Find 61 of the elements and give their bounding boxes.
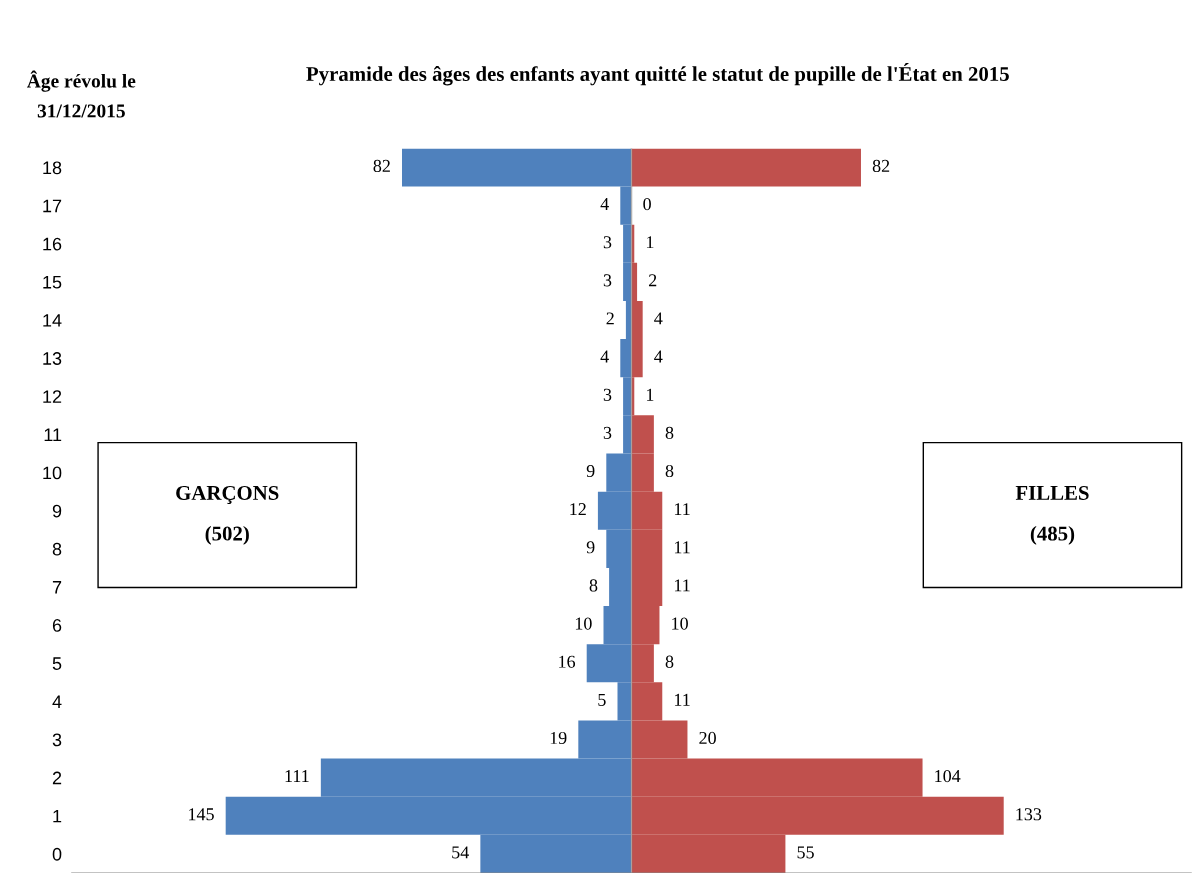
data-label: 1 xyxy=(646,388,654,401)
data-label: 16 xyxy=(559,655,576,668)
y-tick-label: 14 xyxy=(43,314,62,327)
data-label: 11 xyxy=(674,503,690,516)
data-label: 11 xyxy=(674,693,690,706)
y-tick-label: 7 xyxy=(52,581,62,594)
y-tick-label: 11 xyxy=(44,428,62,441)
y-tick-label: 10 xyxy=(43,466,62,480)
data-label: 11 xyxy=(674,579,690,592)
y-tick-label: 12 xyxy=(43,390,62,403)
y-tick-label: 0 xyxy=(52,847,62,861)
data-label: 8 xyxy=(589,579,598,592)
data-label: 3 xyxy=(603,236,612,249)
y-tick-label: 2 xyxy=(52,771,62,785)
annotation: GARÇONS (502) xyxy=(176,485,279,545)
data-label: 0 xyxy=(643,197,651,211)
data-label: 54 xyxy=(452,846,469,859)
data-label: 2 xyxy=(606,312,614,325)
chart-title: Pyramide des âges des enfants ayant quitté le statut de pupille de l'État en 2015 xyxy=(306,63,1009,86)
data-label: 133 xyxy=(1016,808,1042,821)
y-axis-title: Âge révolu le 31/12/2015 xyxy=(26,70,136,118)
text: FILLES (485) xyxy=(1015,485,1089,545)
y-tick-label: 3 xyxy=(52,733,62,747)
data-label: 19 xyxy=(550,731,567,745)
y-tick-label: 8 xyxy=(52,542,62,556)
y-tick-label: 9 xyxy=(52,504,62,518)
data-label: 2 xyxy=(648,274,657,287)
y-tick-label: 17 xyxy=(43,199,62,213)
y-tick-label: 5 xyxy=(52,657,62,670)
data-label: 10 xyxy=(575,617,592,630)
data-label: 9 xyxy=(586,541,595,554)
data-label: 4 xyxy=(600,350,609,363)
data-label: 55 xyxy=(797,846,814,859)
data-label: 82 xyxy=(872,159,890,172)
data-label: 20 xyxy=(699,731,716,745)
data-label: 145 xyxy=(189,808,214,821)
data-label: 1 xyxy=(646,236,654,249)
data-label: 3 xyxy=(603,426,612,439)
data-label: 3 xyxy=(603,388,612,401)
y-tick-label: 4 xyxy=(52,695,62,708)
data-label: 104 xyxy=(935,769,961,783)
data-label: 9 xyxy=(586,464,595,478)
data-label: 10 xyxy=(672,617,688,630)
data-label: 4 xyxy=(654,350,663,363)
data-label: 3 xyxy=(603,274,612,287)
data-label: 11 xyxy=(674,541,690,554)
y-tick-label: 16 xyxy=(43,237,62,251)
y-tick-label: 1 xyxy=(53,809,62,823)
data-label: 8 xyxy=(665,464,674,478)
data-label: 8 xyxy=(665,426,674,439)
data-label: 5 xyxy=(598,693,606,706)
y-tick-label: 15 xyxy=(43,276,62,289)
data-label: 111 xyxy=(285,770,309,782)
data-label: 82 xyxy=(373,159,390,172)
y-tick-label: 13 xyxy=(43,352,62,365)
data-label: 4 xyxy=(654,312,663,325)
y-tick-label: 6 xyxy=(52,619,62,632)
data-label: 12 xyxy=(570,503,586,516)
y-tick-label: 18 xyxy=(43,161,62,175)
data-label: 4 xyxy=(600,198,609,210)
data-label: 8 xyxy=(665,655,674,668)
